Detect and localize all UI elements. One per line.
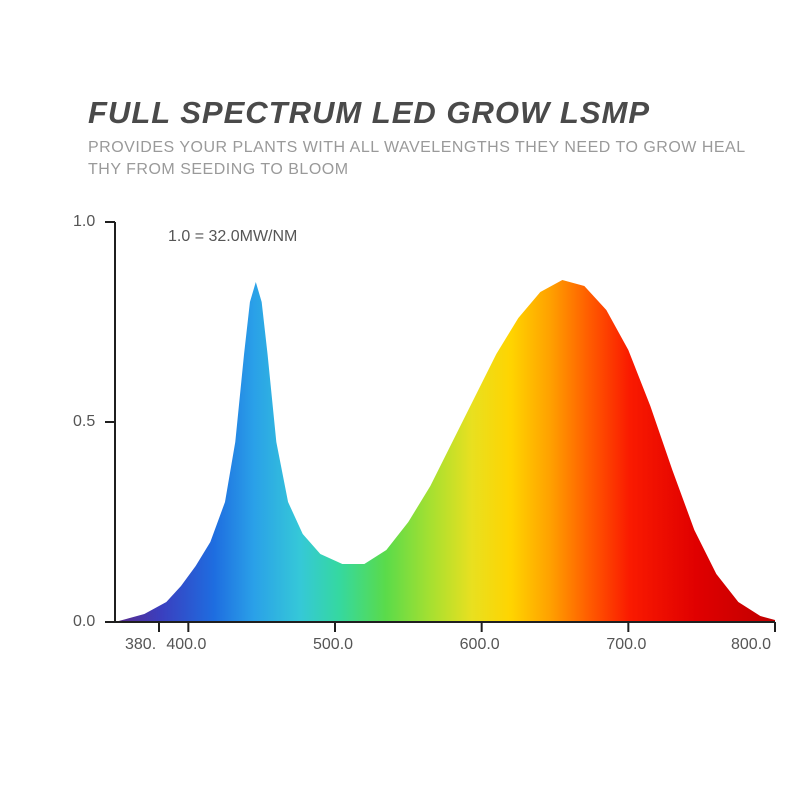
x-tick-label: 380.: [125, 636, 156, 654]
subtitle-line2: THY FROM SEEDING TO BLOOM: [88, 161, 349, 178]
x-tick-label: 500.0: [313, 636, 353, 654]
spectrum-chart: [115, 222, 775, 622]
y-tick-label: 0.0: [73, 613, 95, 631]
main-title: FULL SPECTRUM LED GROW LSMP: [88, 95, 650, 131]
x-tick-label: 700.0: [606, 636, 646, 654]
y-tick-label: 0.5: [73, 413, 95, 431]
x-tick-label: 600.0: [460, 636, 500, 654]
figure-container: FULL SPECTRUM LED GROW LSMP PROVIDES YOU…: [0, 0, 800, 800]
x-tick-label: 800.0: [731, 636, 771, 654]
subtitle-line1: PROVIDES YOUR PLANTS WITH ALL WAVELENGTH…: [88, 139, 746, 156]
x-tick-label: 400.0: [166, 636, 206, 654]
spectrum-area: [115, 280, 775, 622]
y-tick-label: 1.0: [73, 213, 95, 231]
spectrum-svg: [115, 222, 775, 642]
subtitle: PROVIDES YOUR PLANTS WITH ALL WAVELENGTH…: [88, 137, 746, 180]
